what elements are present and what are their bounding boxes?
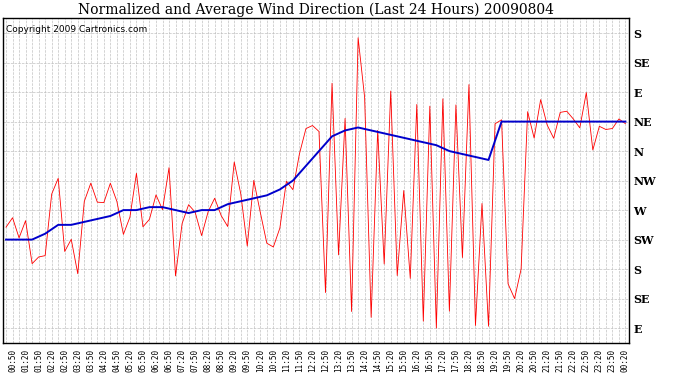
Text: Copyright 2009 Cartronics.com: Copyright 2009 Cartronics.com <box>6 25 147 34</box>
Title: Normalized and Average Wind Direction (Last 24 Hours) 20090804: Normalized and Average Wind Direction (L… <box>78 3 554 17</box>
